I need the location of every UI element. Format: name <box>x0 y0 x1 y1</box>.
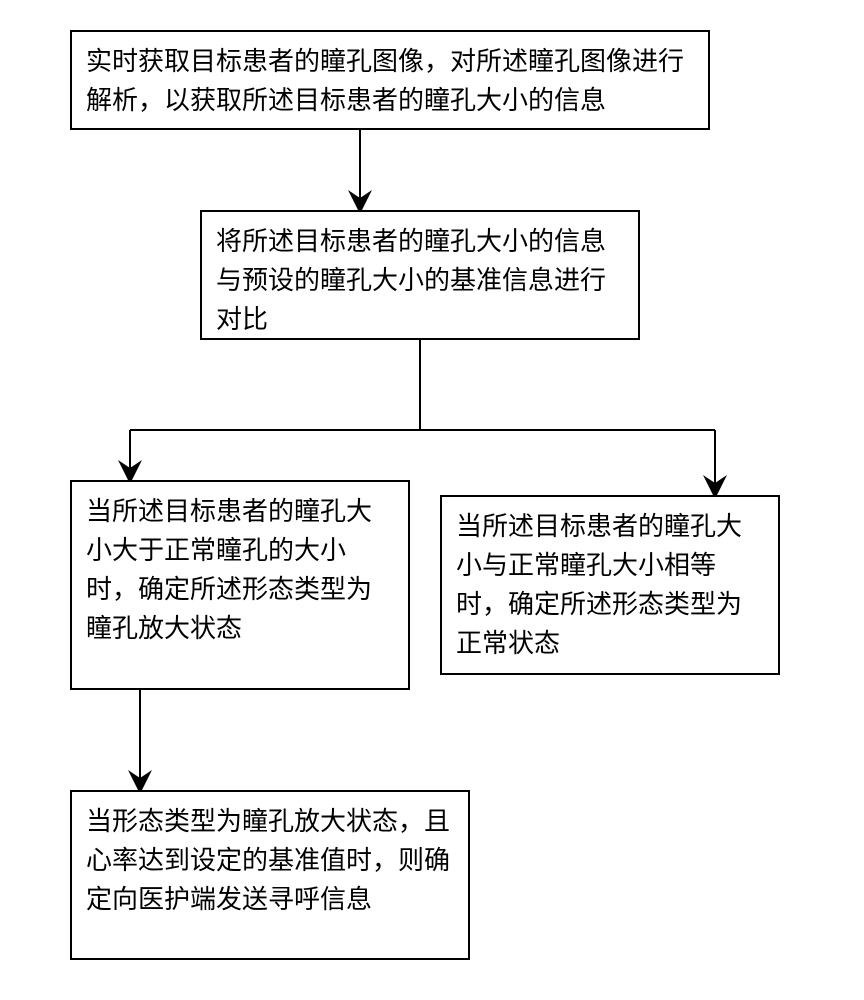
node-send-paging: 当形态类型为瞳孔放大状态，且心率达到设定的基准值时，则确定向医护端发送寻呼信息 <box>70 790 470 960</box>
flowchart-canvas: 实时获取目标患者的瞳孔图像，对所述瞳孔图像进行解析，以获取所述目标患者的瞳孔大小… <box>0 0 864 1000</box>
node-acquire-image: 实时获取目标患者的瞳孔图像，对所述瞳孔图像进行解析，以获取所述目标患者的瞳孔大小… <box>70 30 710 130</box>
node-text: 将所述目标患者的瞳孔大小的信息与预设的瞳孔大小的基准信息进行对比 <box>216 227 606 334</box>
node-text: 实时获取目标患者的瞳孔图像，对所述瞳孔图像进行解析，以获取所述目标患者的瞳孔大小… <box>86 47 684 115</box>
node-text: 当形态类型为瞳孔放大状态，且心率达到设定的基准值时，则确定向医护端发送寻呼信息 <box>86 807 450 914</box>
node-dilated-state: 当所述目标患者的瞳孔大小大于正常瞳孔的大小时，确定所述形态类型为瞳孔放大状态 <box>70 480 410 690</box>
node-text: 当所述目标患者的瞳孔大小与正常瞳孔大小相等时，确定所述形态类型为正常状态 <box>456 512 742 658</box>
node-normal-state: 当所述目标患者的瞳孔大小与正常瞳孔大小相等时，确定所述形态类型为正常状态 <box>440 495 780 675</box>
node-compare-baseline: 将所述目标患者的瞳孔大小的信息与预设的瞳孔大小的基准信息进行对比 <box>200 210 640 340</box>
node-text: 当所述目标患者的瞳孔大小大于正常瞳孔的大小时，确定所述形态类型为瞳孔放大状态 <box>86 497 372 643</box>
